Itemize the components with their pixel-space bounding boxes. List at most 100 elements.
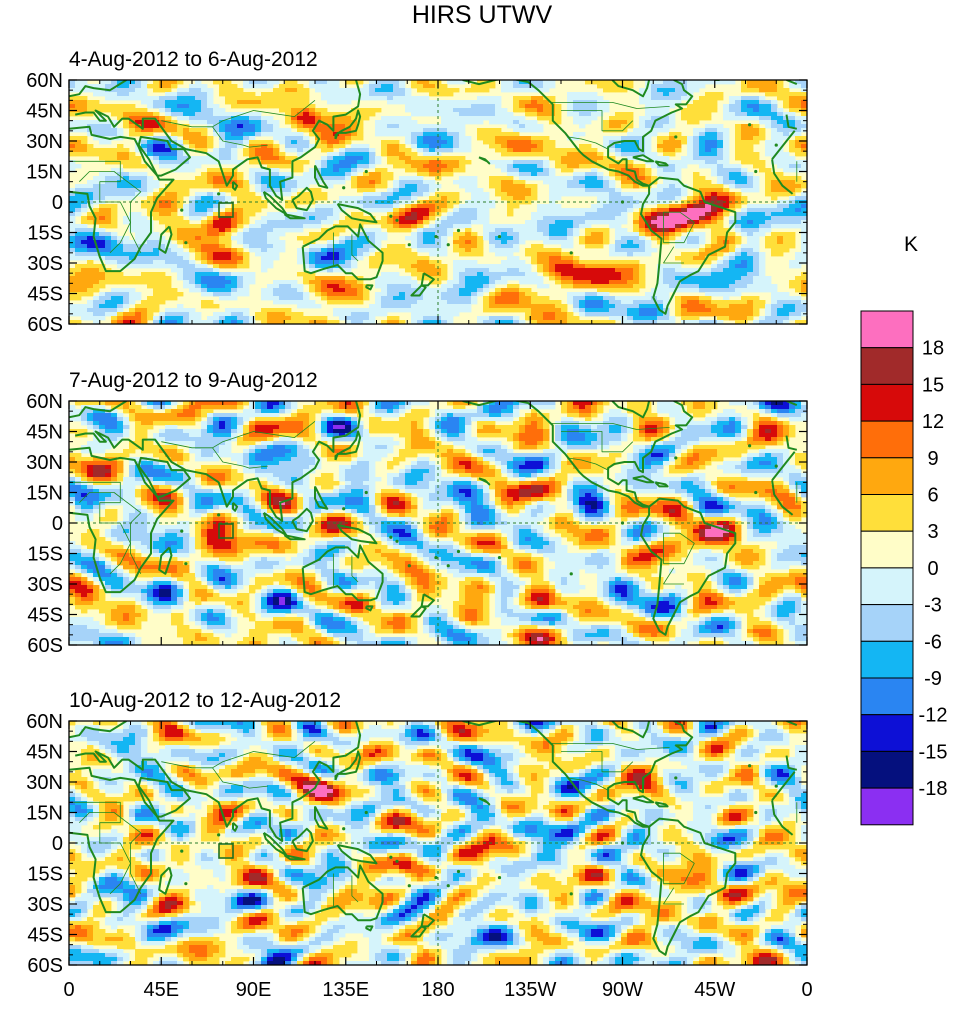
field-cell bbox=[285, 140, 292, 145]
field-cell bbox=[519, 196, 526, 201]
field-cell bbox=[645, 232, 652, 237]
field-cell bbox=[165, 116, 172, 121]
field-cell bbox=[651, 208, 658, 213]
field-cell bbox=[315, 204, 322, 209]
field-cell bbox=[429, 204, 436, 209]
field-cell bbox=[225, 208, 232, 213]
field-cell bbox=[645, 148, 652, 153]
field-cell bbox=[213, 124, 220, 129]
field-cell bbox=[207, 152, 214, 157]
field-cell bbox=[237, 224, 244, 229]
field-cell bbox=[735, 100, 742, 105]
field-cell bbox=[801, 256, 807, 261]
field-cell bbox=[591, 180, 598, 185]
field-cell bbox=[393, 132, 400, 137]
field-cell bbox=[225, 160, 232, 165]
field-cell bbox=[495, 148, 502, 153]
field-cell bbox=[447, 160, 454, 165]
field-cell bbox=[111, 244, 118, 249]
field-cell bbox=[645, 216, 652, 221]
field-cell bbox=[441, 128, 448, 133]
field-cell bbox=[183, 260, 190, 265]
field-cell bbox=[663, 140, 670, 145]
field-cell bbox=[285, 160, 292, 165]
field-cell bbox=[225, 84, 232, 89]
field-cell bbox=[417, 124, 424, 129]
field-cell bbox=[297, 224, 304, 229]
field-cell bbox=[549, 152, 556, 157]
field-cell bbox=[741, 168, 748, 173]
field-cell bbox=[213, 248, 220, 253]
field-cell bbox=[327, 116, 334, 121]
field-cell bbox=[657, 100, 664, 105]
field-cell bbox=[249, 132, 256, 137]
field-cell bbox=[165, 284, 172, 289]
field-cell bbox=[315, 256, 322, 261]
field-cell bbox=[177, 184, 184, 189]
field-cell bbox=[681, 136, 688, 141]
field-cell bbox=[645, 152, 652, 157]
field-cell bbox=[201, 280, 208, 285]
field-cell bbox=[603, 88, 610, 93]
field-cell bbox=[621, 268, 628, 273]
field-cell bbox=[585, 116, 592, 121]
field-cell bbox=[381, 192, 388, 197]
field-cell bbox=[393, 196, 400, 201]
field-cell bbox=[801, 236, 807, 241]
field-cell bbox=[645, 140, 652, 145]
field-cell bbox=[585, 260, 592, 265]
field-cell bbox=[309, 124, 316, 129]
field-cell bbox=[393, 272, 400, 277]
field-cell bbox=[507, 196, 514, 201]
field-cell bbox=[717, 280, 724, 285]
field-cell bbox=[717, 148, 724, 153]
field-cell bbox=[633, 276, 640, 281]
field-cell bbox=[189, 108, 196, 113]
field-cell bbox=[615, 240, 622, 245]
field-cell bbox=[693, 284, 700, 289]
field-cell bbox=[723, 212, 730, 217]
field-cell bbox=[429, 148, 436, 153]
field-cell bbox=[447, 124, 454, 129]
field-cell bbox=[303, 224, 310, 229]
field-cell bbox=[441, 240, 448, 245]
field-cell bbox=[165, 128, 172, 133]
field-cell bbox=[795, 184, 802, 189]
field-cell bbox=[291, 108, 298, 113]
field-cell bbox=[513, 180, 520, 185]
field-cell bbox=[201, 276, 208, 281]
field-cell bbox=[375, 204, 382, 209]
field-cell bbox=[693, 208, 700, 213]
field-cell bbox=[267, 160, 274, 165]
field-cell bbox=[255, 172, 262, 177]
field-cell bbox=[111, 292, 118, 297]
field-cell bbox=[267, 164, 274, 169]
field-cell bbox=[567, 168, 574, 173]
field-cell bbox=[801, 276, 807, 281]
field-cell bbox=[699, 248, 706, 253]
field-cell bbox=[549, 272, 556, 277]
field-cell bbox=[489, 140, 496, 145]
field-cell bbox=[381, 248, 388, 253]
field-cell bbox=[783, 96, 790, 101]
field-cell bbox=[705, 272, 712, 277]
field-cell bbox=[693, 280, 700, 285]
field-cell bbox=[273, 80, 280, 85]
field-cell bbox=[639, 152, 646, 157]
field-cell bbox=[627, 172, 634, 177]
field-cell bbox=[615, 168, 622, 173]
field-cell bbox=[573, 272, 580, 277]
field-cell bbox=[231, 220, 238, 225]
field-cell bbox=[303, 108, 310, 113]
field-cell bbox=[315, 232, 322, 237]
field-cell bbox=[135, 108, 142, 113]
field-cell bbox=[189, 100, 196, 105]
field-cell bbox=[753, 212, 760, 217]
field-cell bbox=[423, 264, 430, 269]
field-cell bbox=[279, 284, 286, 289]
field-cell bbox=[111, 120, 118, 125]
field-cell bbox=[759, 132, 766, 137]
field-cell bbox=[657, 88, 664, 93]
field-cell bbox=[555, 212, 562, 217]
field-cell bbox=[741, 80, 748, 85]
